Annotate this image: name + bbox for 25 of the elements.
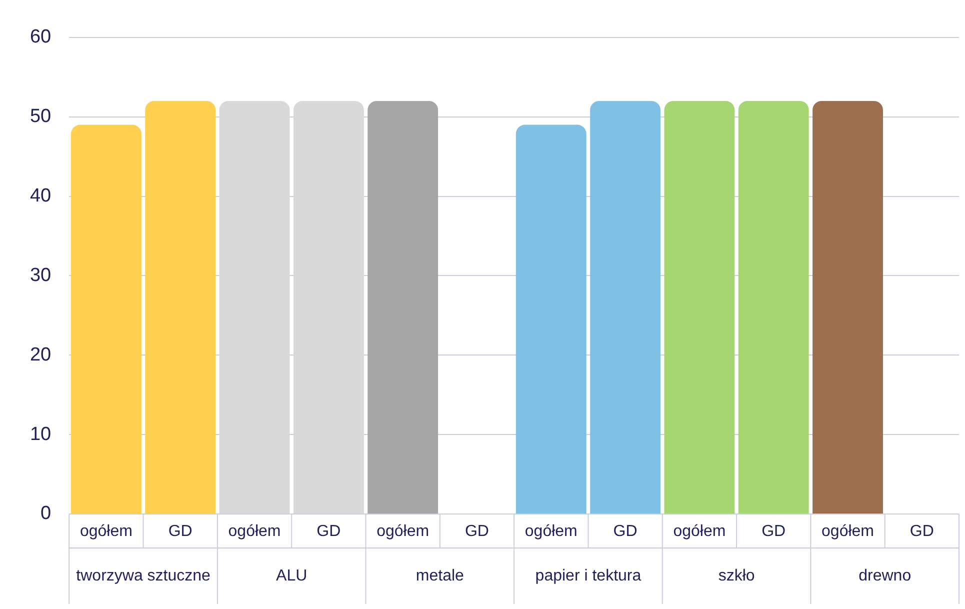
x-tick-label: GD [613,523,638,540]
y-tick-label: 60 [30,26,52,48]
x-tick-label: ogółem [376,523,430,540]
x-tick-label: GD [316,523,341,540]
text: szkło [718,567,755,584]
x-tick-label: ogółem [80,523,132,540]
x-tick-label: GD [168,523,192,540]
text: metale [416,567,464,584]
x-tick-label: ogółem [228,523,281,540]
text: papier i tektura [535,567,642,584]
x-tick-label: ogółem [822,523,874,540]
y-tick-label: 30 [30,264,52,286]
x-tick-label: ogółem [524,523,578,540]
x-tick-label: ogółem [673,523,726,540]
x-tick-label: GD [762,523,786,540]
x-tick-label: GD [910,523,934,540]
y-tick-label: 20 [30,344,52,366]
text: ALU [276,567,308,584]
y-tick-label: 50 [30,106,52,128]
text: drewno [858,567,912,584]
y-tick-label: 10 [30,424,52,445]
x-tick-label: GD [464,523,489,540]
y-tick-label: 0 [40,503,52,524]
text: tworzywa sztuczne [76,567,211,584]
y-tick-label: 40 [30,186,52,206]
